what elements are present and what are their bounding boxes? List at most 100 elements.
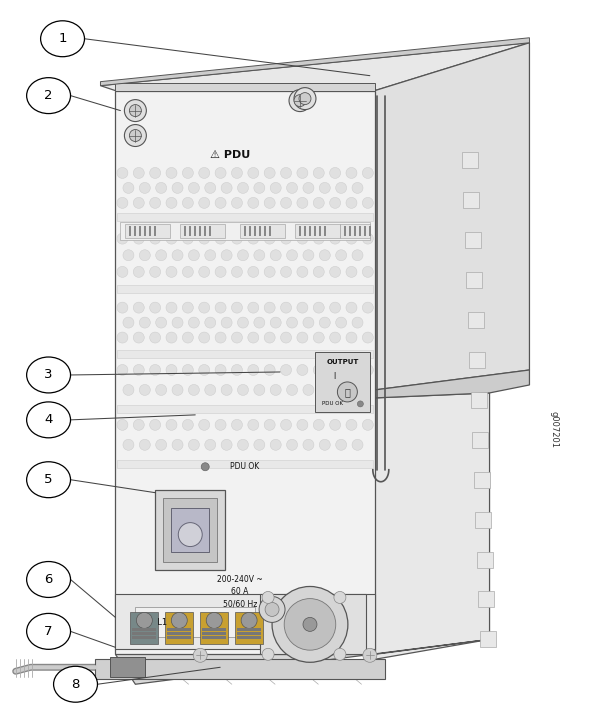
- Ellipse shape: [27, 461, 70, 497]
- Circle shape: [182, 365, 193, 376]
- Circle shape: [303, 384, 314, 395]
- Polygon shape: [136, 607, 255, 637]
- Polygon shape: [115, 83, 375, 91]
- Circle shape: [297, 167, 308, 178]
- FancyBboxPatch shape: [478, 591, 494, 607]
- Circle shape: [346, 365, 357, 376]
- Polygon shape: [115, 640, 490, 684]
- Circle shape: [205, 384, 216, 395]
- Circle shape: [232, 302, 242, 313]
- Circle shape: [264, 198, 275, 208]
- Text: ⏻: ⏻: [344, 387, 350, 397]
- Circle shape: [206, 612, 222, 629]
- Polygon shape: [130, 612, 158, 645]
- Circle shape: [264, 167, 275, 178]
- Circle shape: [182, 167, 193, 178]
- FancyBboxPatch shape: [167, 629, 191, 632]
- Circle shape: [264, 233, 275, 244]
- Circle shape: [254, 317, 265, 328]
- Circle shape: [319, 182, 330, 193]
- Polygon shape: [235, 612, 263, 645]
- Circle shape: [248, 198, 259, 208]
- Polygon shape: [200, 612, 228, 645]
- FancyBboxPatch shape: [189, 226, 191, 236]
- Circle shape: [123, 439, 134, 451]
- Ellipse shape: [27, 562, 70, 598]
- Circle shape: [287, 439, 297, 451]
- Circle shape: [189, 182, 199, 193]
- Circle shape: [215, 167, 226, 178]
- FancyBboxPatch shape: [249, 226, 251, 236]
- Circle shape: [182, 302, 193, 313]
- Circle shape: [199, 332, 210, 343]
- Circle shape: [117, 233, 128, 244]
- Polygon shape: [375, 370, 530, 398]
- Text: 4: 4: [44, 413, 53, 426]
- Circle shape: [193, 648, 207, 663]
- Circle shape: [313, 198, 324, 208]
- Circle shape: [264, 302, 275, 313]
- FancyBboxPatch shape: [319, 226, 321, 236]
- Circle shape: [156, 182, 167, 193]
- Circle shape: [156, 384, 167, 395]
- Polygon shape: [315, 352, 370, 412]
- Circle shape: [221, 439, 232, 451]
- Circle shape: [215, 365, 226, 376]
- Circle shape: [289, 89, 311, 112]
- Circle shape: [294, 94, 306, 107]
- Circle shape: [215, 266, 226, 278]
- FancyBboxPatch shape: [479, 632, 496, 647]
- Circle shape: [189, 439, 199, 451]
- Circle shape: [270, 384, 281, 395]
- Circle shape: [313, 365, 324, 376]
- Circle shape: [199, 266, 210, 278]
- Circle shape: [150, 266, 161, 278]
- Circle shape: [117, 167, 128, 178]
- Polygon shape: [118, 460, 373, 468]
- Circle shape: [150, 198, 161, 208]
- Polygon shape: [110, 658, 145, 677]
- Text: 8: 8: [71, 678, 80, 691]
- FancyBboxPatch shape: [466, 273, 482, 288]
- Polygon shape: [100, 37, 530, 86]
- Circle shape: [172, 182, 183, 193]
- Circle shape: [179, 523, 202, 547]
- Circle shape: [336, 384, 347, 395]
- Circle shape: [221, 384, 232, 395]
- FancyBboxPatch shape: [324, 226, 326, 236]
- Circle shape: [272, 586, 348, 663]
- Circle shape: [238, 182, 248, 193]
- FancyBboxPatch shape: [269, 226, 271, 236]
- Circle shape: [189, 249, 199, 261]
- Circle shape: [238, 384, 248, 395]
- FancyBboxPatch shape: [349, 226, 351, 236]
- FancyBboxPatch shape: [133, 629, 156, 632]
- Polygon shape: [155, 490, 225, 570]
- Circle shape: [221, 317, 232, 328]
- Circle shape: [166, 420, 177, 430]
- FancyBboxPatch shape: [340, 224, 370, 238]
- FancyBboxPatch shape: [204, 226, 206, 236]
- Circle shape: [313, 302, 324, 313]
- Circle shape: [189, 317, 199, 328]
- Ellipse shape: [41, 21, 85, 57]
- Circle shape: [265, 603, 279, 616]
- Circle shape: [150, 233, 161, 244]
- Circle shape: [346, 420, 357, 430]
- Circle shape: [139, 182, 150, 193]
- Circle shape: [362, 365, 373, 376]
- Circle shape: [136, 612, 152, 629]
- Circle shape: [270, 439, 281, 451]
- Text: ⚠ PDU: ⚠ PDU: [210, 151, 250, 161]
- Circle shape: [205, 182, 216, 193]
- Circle shape: [297, 332, 308, 343]
- FancyBboxPatch shape: [202, 629, 226, 632]
- Circle shape: [150, 420, 161, 430]
- Circle shape: [352, 384, 363, 395]
- FancyBboxPatch shape: [467, 312, 484, 328]
- Ellipse shape: [27, 614, 70, 650]
- Circle shape: [117, 332, 128, 343]
- Circle shape: [201, 463, 209, 471]
- Polygon shape: [115, 594, 375, 650]
- Circle shape: [133, 266, 144, 278]
